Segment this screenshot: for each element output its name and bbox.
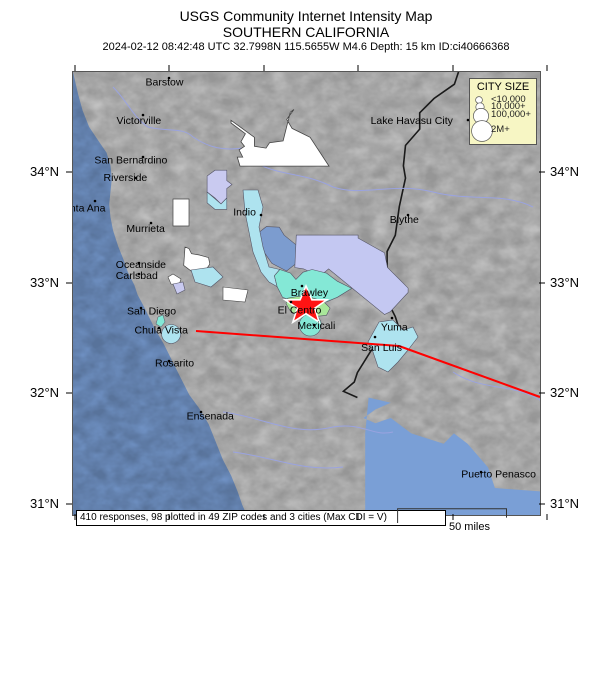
svg-text:Rosarito: Rosarito (155, 358, 194, 370)
svg-text:Blythe: Blythe (390, 214, 419, 226)
svg-text:34°N: 34°N (550, 164, 579, 179)
svg-text:Mexicali: Mexicali (297, 320, 335, 332)
svg-text:32°N: 32°N (550, 385, 579, 400)
svg-text:San Luis: San Luis (361, 342, 402, 354)
svg-text:31°N: 31°N (30, 496, 59, 511)
svg-text:Ensenada: Ensenada (187, 410, 234, 422)
svg-text:Riverside: Riverside (104, 172, 148, 184)
svg-text:El Centro: El Centro (278, 305, 322, 317)
svg-text:Victorville: Victorville (117, 115, 162, 127)
svg-text:Yuma: Yuma (381, 321, 408, 333)
svg-text:50 miles: 50 miles (449, 521, 490, 533)
svg-text:Chula Vista: Chula Vista (135, 325, 189, 337)
svg-text:Lake Havasu City: Lake Havasu City (371, 115, 454, 127)
svg-text:San Bernardino: San Bernardino (94, 155, 167, 167)
svg-text:34°N: 34°N (30, 164, 59, 179)
svg-text:Puerto Penasco: Puerto Penasco (461, 469, 536, 481)
svg-text:Barstow: Barstow (146, 77, 184, 89)
svg-text:Murrieta: Murrieta (126, 223, 165, 235)
svg-text:Carlsbad: Carlsbad (116, 270, 158, 282)
svg-text:32°N: 32°N (30, 385, 59, 400)
svg-text:Santa Ana: Santa Ana (73, 203, 106, 215)
svg-text:Indio: Indio (233, 207, 256, 219)
svg-text:33°N: 33°N (30, 275, 59, 290)
svg-text:San Diego: San Diego (127, 305, 176, 317)
svg-text:33°N: 33°N (550, 275, 579, 290)
svg-text:Brawley: Brawley (291, 287, 329, 299)
svg-text:31°N: 31°N (550, 496, 579, 511)
